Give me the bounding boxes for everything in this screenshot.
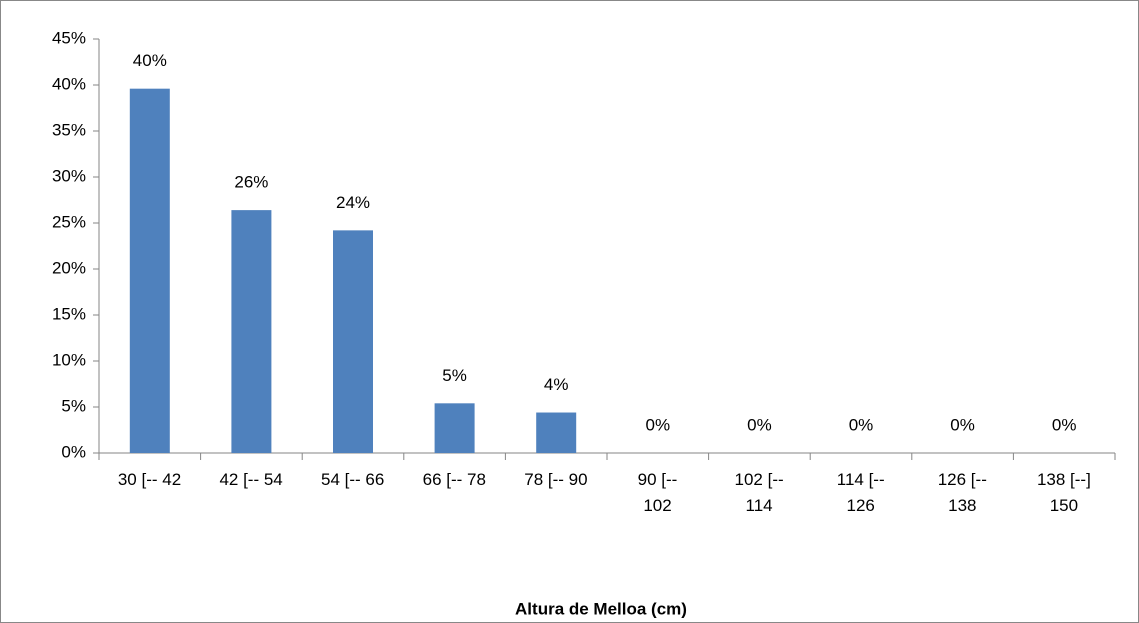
x-tick-label: 78 [-- 90 xyxy=(524,470,588,489)
y-tick-label: 30% xyxy=(52,166,86,185)
bar xyxy=(231,210,272,453)
y-tick-label: 0% xyxy=(61,442,86,461)
data-label: 0% xyxy=(646,415,671,434)
data-label: 0% xyxy=(849,415,874,434)
bar xyxy=(129,88,170,454)
x-tick-label: 30 [-- 42 xyxy=(117,470,182,489)
x-tick-label: 66 [-- 78 xyxy=(422,470,486,489)
y-tick-label: 20% xyxy=(52,258,86,277)
data-label: 0% xyxy=(1052,415,1077,434)
y-tick-label: 10% xyxy=(52,350,86,369)
x-tick-label: 138 [--] 150 xyxy=(1036,470,1091,515)
y-tick-label: 15% xyxy=(52,304,86,323)
bar xyxy=(333,230,373,453)
y-tick-label: 40% xyxy=(52,74,86,93)
x-axis-title: Altura de Melloa (cm) xyxy=(515,599,687,618)
data-label: 5% xyxy=(442,366,467,385)
data-label: 0% xyxy=(950,415,975,434)
data-label: 24% xyxy=(336,193,370,212)
data-label: 40% xyxy=(133,51,167,70)
y-tick-label: 25% xyxy=(52,212,86,231)
data-label: 4% xyxy=(544,375,569,394)
y-tick-label: 5% xyxy=(61,396,86,415)
bar xyxy=(536,412,577,453)
x-tick-label: 54 [-- 66 xyxy=(321,470,385,489)
y-tick-label: 35% xyxy=(52,120,86,139)
y-tick-label: 45% xyxy=(52,28,86,47)
x-tick-label: 102 [-- 114 xyxy=(734,470,784,515)
data-label: 26% xyxy=(234,173,268,192)
x-tick-label: 114 [-- 126 xyxy=(836,470,885,515)
bar xyxy=(434,403,475,453)
x-tick-label: 42 [-- 54 xyxy=(219,470,283,489)
data-label: 0% xyxy=(747,415,772,434)
x-tick-label: 90 [-- 102 xyxy=(637,470,678,515)
x-tick-label: 126 [-- 138 xyxy=(937,470,987,515)
